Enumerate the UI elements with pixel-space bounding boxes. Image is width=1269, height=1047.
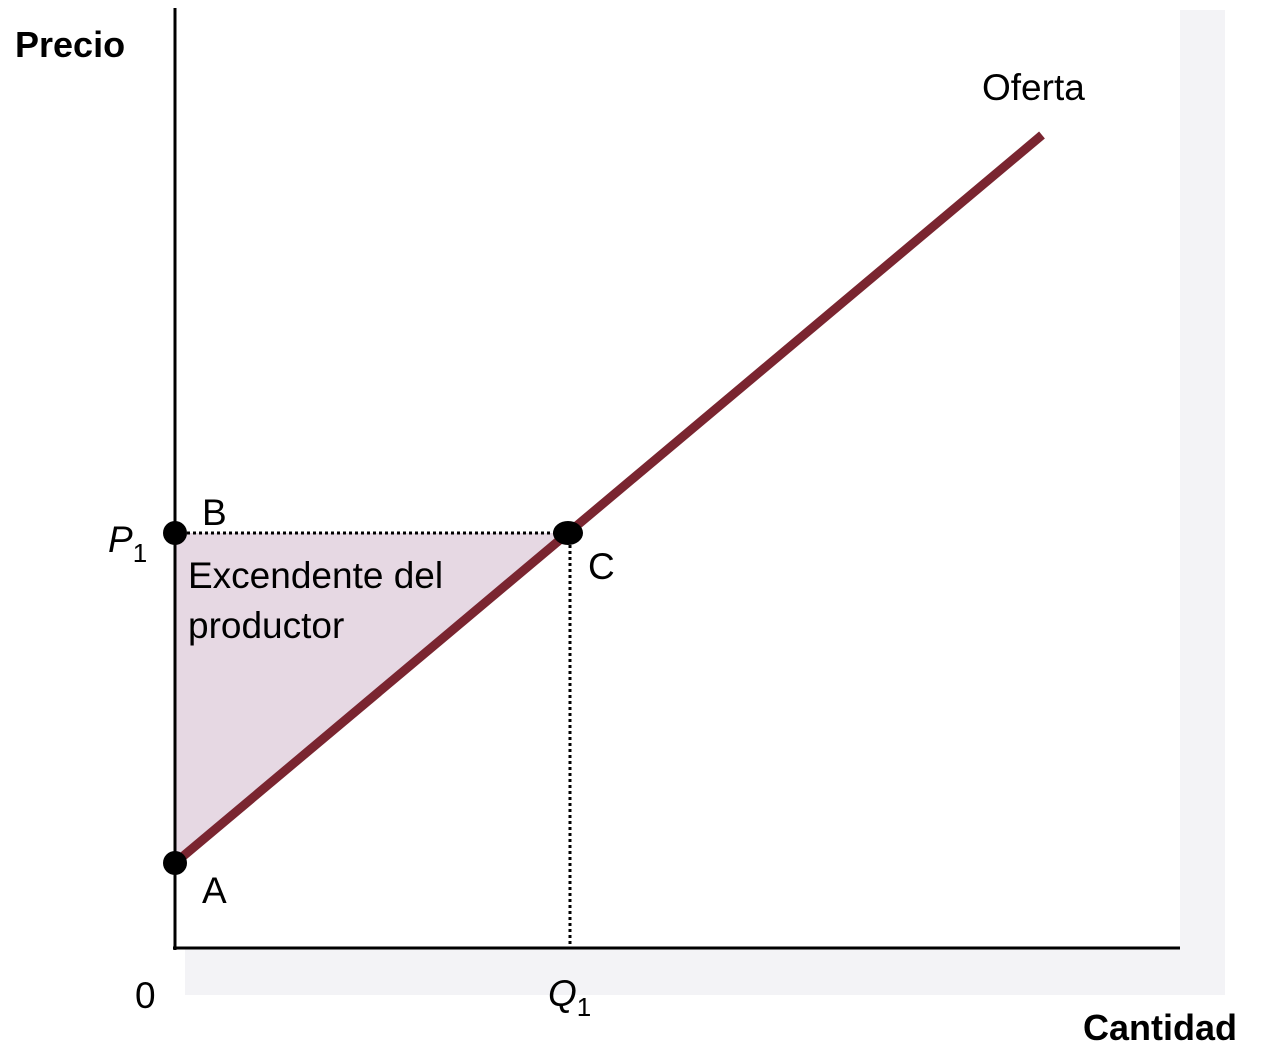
quantity-label: Q1 — [548, 973, 591, 1022]
price-label: P1 — [108, 519, 147, 568]
point-c-label: C — [588, 546, 615, 587]
point-a-label: A — [202, 870, 227, 911]
y-axis-label: Precio — [15, 24, 125, 65]
origin-label: 0 — [135, 975, 156, 1016]
price-subscript: 1 — [133, 538, 147, 568]
point-b — [163, 521, 187, 545]
curve-label: Oferta — [982, 67, 1085, 108]
quantity-symbol: Q — [548, 973, 577, 1014]
price-symbol: P — [108, 519, 133, 560]
area-label-line: productor — [188, 605, 344, 646]
supply-curve — [172, 131, 1045, 867]
point-b-label: B — [202, 492, 227, 533]
quantity-subscript: 1 — [577, 992, 591, 1022]
point-c — [553, 521, 583, 545]
area-label-line: Excendente del — [188, 555, 443, 596]
x-axis-label: Cantidad — [1083, 1007, 1237, 1047]
point-a — [163, 851, 187, 875]
